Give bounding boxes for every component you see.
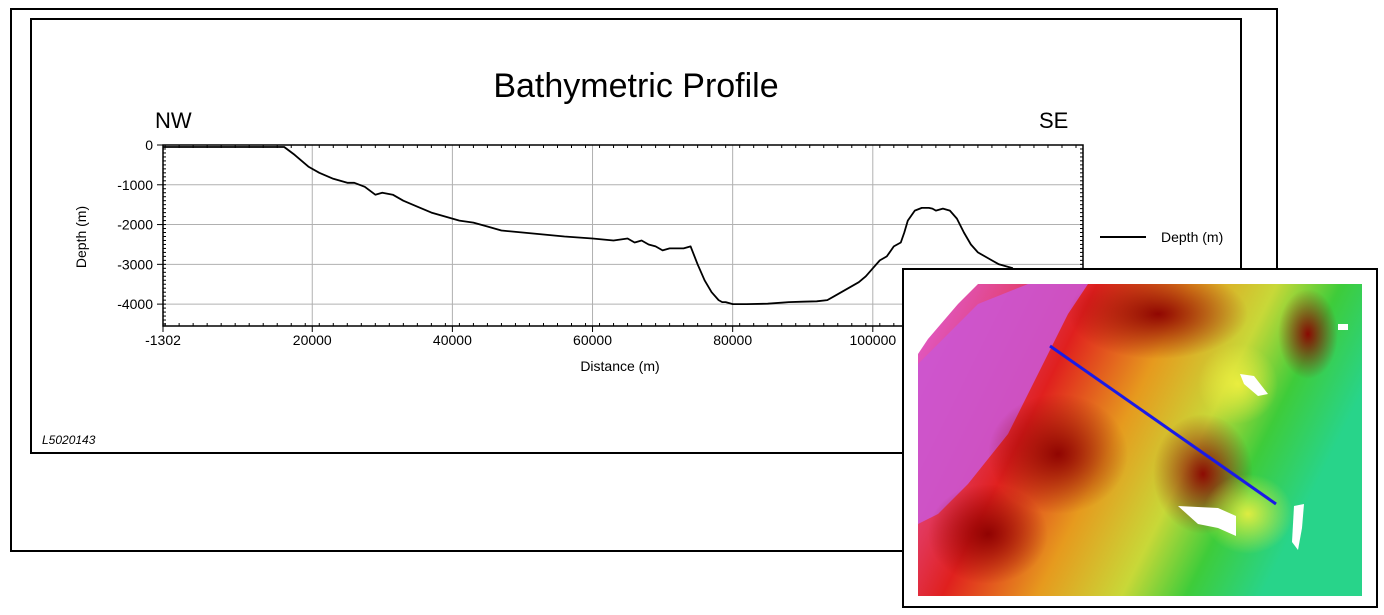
map-blank-corner — [918, 284, 978, 354]
chart-title: Bathymetric Profile — [493, 67, 778, 105]
y-tick-label: -2000 — [117, 217, 153, 233]
map-high-yellow-2 — [1203, 474, 1293, 554]
x-tick-label: 80000 — [713, 332, 752, 348]
direction-label-start: NW — [155, 108, 192, 133]
plot-border — [162, 144, 1084, 327]
map-ridge-dark-2 — [1068, 284, 1248, 359]
legend-label: Depth (m) — [1161, 229, 1223, 245]
map-nodata-patch-2 — [1292, 504, 1304, 550]
map-high-yellow-1 — [1198, 344, 1278, 424]
direction-label-end: SE — [1039, 108, 1068, 133]
x-tick-label: 40000 — [433, 332, 472, 348]
series-layer — [163, 146, 1014, 306]
y-tick-label: -3000 — [117, 256, 153, 272]
legend: Depth (m) — [1100, 229, 1223, 245]
map-nodata-patch-4 — [1338, 324, 1348, 330]
y-tick-label: -4000 — [117, 296, 153, 312]
inset-map — [902, 268, 1378, 608]
x-tick-label: -1302 — [145, 332, 181, 348]
map-ridge-dark-4 — [1278, 289, 1338, 379]
map-ridge-dark-5 — [928, 484, 1048, 584]
x-tick-label: 100000 — [849, 332, 896, 348]
bathymetry-map-image — [918, 284, 1362, 596]
footer-id: L5020143 — [42, 433, 96, 447]
map-nodata-patch-3 — [1240, 374, 1268, 396]
x-axis-label: Distance (m) — [580, 358, 659, 374]
track-line — [1049, 344, 1277, 506]
x-tick-label: 60000 — [573, 332, 612, 348]
depth-series-line — [163, 146, 1014, 306]
y-axis-label: Depth (m) — [73, 206, 89, 268]
map-nodata-patch-1 — [1178, 506, 1236, 536]
x-tick-label: 20000 — [293, 332, 332, 348]
map-ridge-dark-1 — [988, 394, 1128, 514]
y-tick-label: 0 — [145, 137, 153, 153]
map-shelf-region — [918, 284, 1088, 524]
y-tick-label: -1000 — [117, 177, 153, 193]
